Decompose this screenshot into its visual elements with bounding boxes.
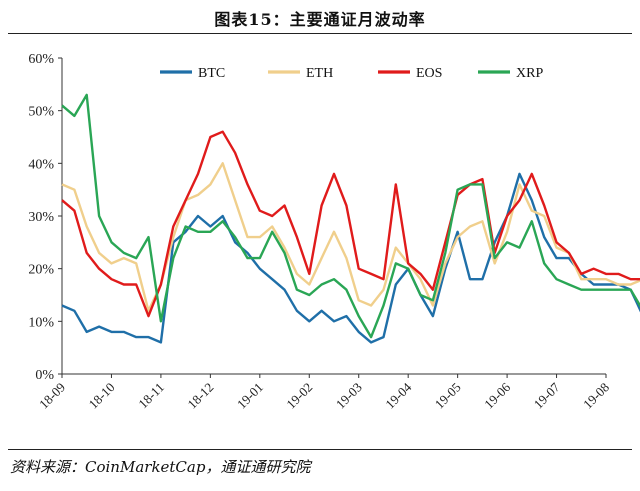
- legend-label-eth: ETH: [306, 66, 333, 81]
- legend-label-btc: BTC: [198, 66, 225, 81]
- y-tick-label: 50%: [28, 105, 54, 120]
- y-tick-label: 10%: [28, 315, 54, 330]
- legend-label-eos: EOS: [416, 66, 442, 81]
- chart-title: 图表15：主要通证月波动率: [214, 10, 426, 29]
- x-tick-label: 19-08: [580, 380, 612, 412]
- y-tick-label: 30%: [28, 210, 54, 225]
- chart-legend: BTC ETH EOS XRP: [160, 66, 543, 81]
- x-tick-label: 19-02: [283, 380, 315, 412]
- x-tick-label: 19-04: [382, 379, 414, 411]
- x-tick-label: 18-10: [86, 380, 118, 412]
- y-tick-label: 20%: [28, 263, 54, 278]
- x-tick-label: 18-12: [184, 380, 216, 412]
- y-tick-label: 0%: [35, 368, 54, 383]
- x-tick-label: 18-09: [36, 380, 68, 412]
- x-tick-label: 19-03: [333, 380, 365, 412]
- x-tick-label: 18-11: [135, 380, 167, 412]
- y-tick-label: 40%: [28, 157, 54, 172]
- chart-axes: 0% 10% 20% 30% 40% 50% 60% 18-09 18-10 18-11 18-12…: [28, 52, 612, 412]
- line-chart: 0% 10% 20% 30% 40% 50% 60% 18-09 18-10 18-11 18-12…: [28, 52, 640, 412]
- series-line-btc: [61, 172, 640, 344]
- x-tick-label: 19-07: [531, 379, 563, 411]
- legend-label-xrp: XRP: [516, 66, 543, 81]
- series-line-xrp: [61, 93, 640, 339]
- chart-series-lines: [61, 93, 640, 344]
- x-tick-label: 19-01: [234, 380, 266, 412]
- x-tick-label: 19-05: [432, 380, 464, 412]
- title-rule: [8, 33, 632, 34]
- x-tick-label: 19-06: [481, 379, 513, 411]
- source-note: 资料来源：CoinMarketCap，通证通研究院: [10, 458, 311, 476]
- y-tick-label: 60%: [28, 52, 54, 67]
- series-line-eos: [61, 130, 640, 318]
- source-rule: [8, 449, 632, 450]
